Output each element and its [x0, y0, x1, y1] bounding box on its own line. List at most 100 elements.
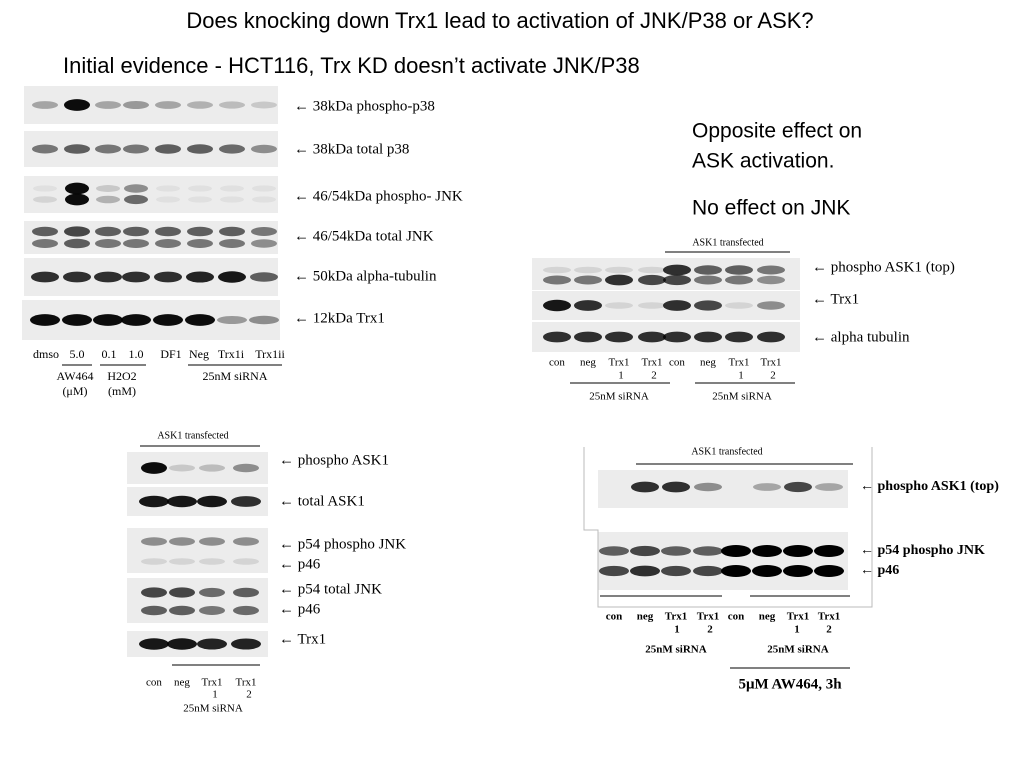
lane-label: neg [580, 357, 596, 369]
group-label: 25nM siRNA [183, 703, 243, 715]
blot-band [630, 565, 660, 577]
blot-band [251, 239, 277, 248]
lane-label: neg [174, 677, 190, 689]
blot-strip [127, 578, 268, 623]
group-label: (mM) [108, 384, 136, 398]
blot-band [574, 300, 602, 311]
lane-label: con [549, 357, 565, 369]
row-label: ← 46/54kDa total JNK [294, 228, 434, 244]
blot-band [186, 271, 214, 283]
lane-label: 5.0 [70, 347, 85, 361]
lane-number: 2 [770, 370, 776, 382]
group-label: 25nM siRNA [645, 644, 706, 656]
blot-band [169, 587, 195, 598]
row-label: ← phospho ASK1 (top) [812, 259, 955, 275]
blot-band [638, 302, 666, 309]
row-label: ← p54 phospho JNK [279, 536, 406, 552]
header: ASK1 transfected [157, 430, 228, 441]
blot-band [187, 101, 213, 109]
blot-strip [532, 258, 800, 290]
blot-band [815, 483, 843, 491]
blot-strip [24, 221, 278, 254]
group-label: 25nM siRNA [202, 369, 267, 383]
lane-label: Trx1 [642, 357, 663, 369]
panel-frame [583, 447, 873, 608]
blot-band [199, 606, 225, 615]
blot-band [197, 495, 227, 508]
blot-band [250, 272, 278, 282]
blot-band [33, 185, 57, 192]
blot-band [231, 638, 261, 650]
lane-label: Trx1 [236, 677, 257, 689]
blot-band [251, 227, 277, 236]
blot-band [599, 546, 629, 556]
blot-band [123, 226, 149, 237]
blot-band [605, 331, 633, 343]
blot-band [154, 271, 182, 283]
lane-label: Trx1 [665, 611, 687, 623]
lane-label: Trx1 [609, 357, 630, 369]
blot-band [32, 239, 58, 248]
blot-band [233, 463, 259, 473]
blot-band [233, 558, 259, 565]
blot-band [599, 565, 629, 577]
blot-band [64, 144, 90, 154]
blot-band [64, 238, 90, 249]
lane-label: con [728, 611, 745, 623]
lane-number: 2 [651, 370, 657, 382]
blot-band [141, 537, 167, 546]
blot-strip [24, 176, 278, 213]
lane-label: Neg [189, 347, 209, 361]
blot-band [156, 196, 180, 203]
blot-band [638, 331, 666, 343]
blot-band [631, 481, 659, 493]
row-label: ← p54 phospho JNK [860, 543, 985, 558]
blot-band [123, 144, 149, 154]
blot-band [139, 495, 169, 508]
blot-band [187, 226, 213, 237]
blot-band [96, 195, 120, 204]
blot-band [95, 144, 121, 154]
blot-band [725, 302, 753, 309]
lane-number: 2 [826, 624, 832, 636]
blot-band [199, 537, 225, 546]
blot-band [663, 300, 691, 311]
blot-strip [598, 532, 848, 590]
blot-band [219, 226, 245, 237]
lane-label: neg [637, 611, 654, 623]
header: ASK1 transfected [691, 446, 762, 457]
blot-band [32, 144, 58, 154]
blot-band [169, 537, 195, 546]
blot-band [187, 239, 213, 248]
blot-band [721, 565, 751, 577]
blot-band [31, 271, 59, 283]
row-label: ← Trx1 [279, 631, 326, 647]
blot-band [219, 101, 245, 109]
blot-band [32, 226, 58, 237]
blot-band [64, 226, 90, 237]
blot-band [217, 315, 247, 325]
blot-band [65, 193, 89, 206]
lane-label: Trx1 [697, 611, 719, 623]
blot-band [725, 275, 753, 285]
row-label: ← 38kDa phospho-p38 [294, 98, 435, 114]
header: ASK1 transfected [692, 237, 763, 248]
blot-band [124, 184, 148, 193]
blot-band [220, 185, 244, 192]
blot-band [725, 265, 753, 275]
blot-band [63, 271, 91, 283]
blot-band [155, 226, 181, 237]
blot-band [141, 462, 167, 474]
blot-band [155, 101, 181, 109]
blot-band [663, 264, 691, 276]
lane-number: 1 [212, 689, 218, 701]
blot-band [252, 185, 276, 192]
blot-band [251, 144, 277, 154]
row-label: ← total ASK1 [279, 493, 365, 509]
blot-band [694, 300, 722, 311]
blot-band [694, 331, 722, 343]
blot-band [752, 545, 782, 557]
blot-band [543, 275, 571, 285]
lane-label: DF1 [160, 347, 181, 361]
